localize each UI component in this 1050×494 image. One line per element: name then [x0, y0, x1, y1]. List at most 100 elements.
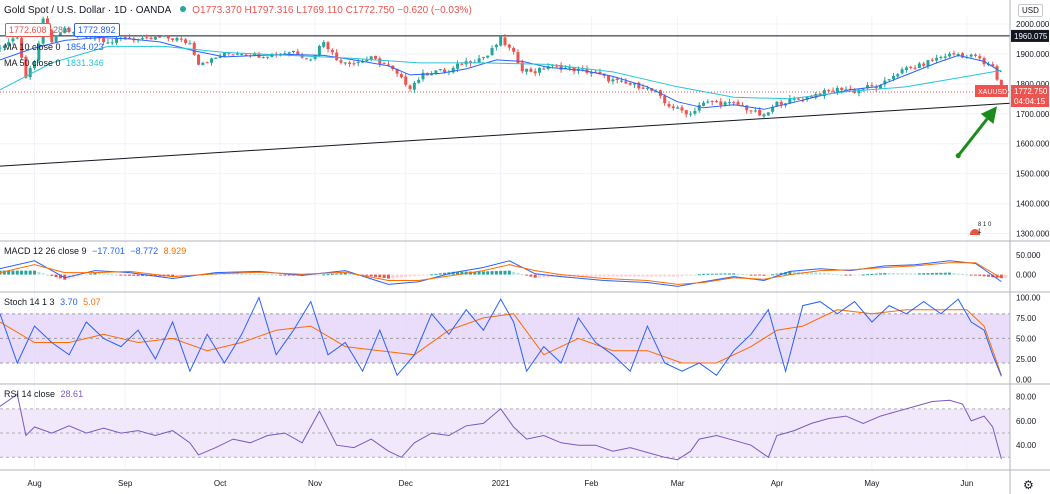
candle-body — [991, 64, 995, 67]
symbol-title: Gold Spot / U.S. Dollar · 1D · OANDA — [4, 5, 171, 16]
macd-line — [0, 260, 1002, 287]
macd-histogram-bar — [935, 272, 939, 275]
candle-body — [922, 63, 926, 66]
candle-body — [162, 35, 166, 37]
candle-body — [110, 42, 114, 44]
macd-histogram-bar — [615, 274, 619, 277]
candle-body — [507, 44, 511, 48]
legend-ma50[interactable]: MA 50 close 0 1831.346 — [4, 58, 104, 69]
stoch-tick-label: 50.00 — [1016, 334, 1037, 343]
candle-body — [11, 38, 15, 42]
candle-body — [693, 110, 697, 114]
candle-body — [266, 56, 270, 58]
macd-histogram-bar — [481, 271, 485, 275]
macd-histogram-bar — [222, 273, 226, 275]
candle-body — [348, 62, 352, 65]
sell-price-button[interactable]: 1772.608 — [5, 23, 51, 37]
price-tick-label: 1400.000 — [1016, 200, 1050, 209]
macd-histogram-bar — [667, 274, 671, 277]
candle-body — [589, 72, 593, 74]
trendline[interactable] — [0, 102, 1010, 167]
candle-body — [512, 48, 516, 52]
stoch-tick-label: 25.00 — [1016, 355, 1037, 364]
legend-rsi[interactable]: RSI 14 close 28.61 — [4, 389, 83, 400]
candle-body — [594, 71, 598, 73]
candle-body — [322, 41, 326, 47]
candle-body — [102, 38, 106, 43]
gear-icon[interactable]: ⚙ — [1023, 478, 1034, 492]
candle-body — [818, 93, 822, 96]
candle-body — [222, 52, 226, 57]
candle-body — [171, 38, 175, 40]
legend-macd[interactable]: MACD 12 26 close 9 −17.701 −8.772 8.929 — [4, 246, 186, 257]
candle-body — [520, 62, 524, 72]
macd-label: MACD 12 26 close 9 — [4, 246, 87, 256]
legend-stoch[interactable]: Stoch 14 1 3 3.70 5.07 — [4, 297, 101, 308]
candle-body — [37, 43, 41, 61]
time-tick-label: May — [864, 479, 879, 488]
macd-histogram-bar — [443, 272, 447, 275]
candle-body — [434, 70, 438, 74]
macd-histogram-bar — [119, 274, 123, 276]
candle-body — [792, 98, 796, 100]
legend-ma10[interactable]: MA 10 close 0 1854.023 — [4, 42, 104, 53]
macd-histogram-bar — [253, 273, 257, 275]
candle-body — [702, 102, 706, 106]
macd-histogram-bar — [80, 274, 84, 276]
buy-price-button[interactable]: 1772.892 — [74, 23, 120, 37]
macd-histogram-bar — [317, 274, 321, 276]
candle-body — [296, 51, 300, 55]
candle-body — [710, 100, 714, 102]
candle-body — [844, 89, 848, 91]
candle-body — [680, 107, 684, 111]
candle-body — [533, 71, 537, 74]
macd-histogram-bar — [58, 274, 62, 279]
price-tick-label: 1800.000 — [1016, 80, 1050, 89]
candle-body — [676, 107, 680, 109]
candle-body — [835, 87, 839, 92]
last-price-tag-label: 1772.750 — [1014, 87, 1048, 96]
candle-body — [645, 87, 649, 89]
candle-body — [468, 61, 472, 64]
candle-body — [973, 54, 977, 56]
macd-histogram-bar — [335, 273, 339, 275]
candle-body — [913, 67, 917, 69]
macd-histogram-bar — [589, 274, 593, 277]
macd-histogram-bar — [939, 272, 943, 275]
currency-badge[interactable]: USD — [1018, 4, 1043, 17]
macd-histogram-bar — [961, 273, 965, 275]
time-tick-label: Aug — [27, 479, 41, 488]
annotation-arrow-tail — [955, 153, 961, 159]
countdown-label: 04:04:15 — [1014, 97, 1046, 106]
candle-body — [697, 105, 701, 111]
ma50-label: MA 50 close 0 — [4, 58, 61, 68]
macd-histogram-bar — [179, 274, 183, 276]
candle-body — [611, 79, 615, 82]
macd-histogram-bar — [999, 274, 1003, 279]
macd-histogram-bar — [736, 273, 740, 275]
macd-histogram-bar — [374, 274, 378, 277]
last-price-tag — [1011, 85, 1049, 108]
candle-body — [408, 85, 412, 89]
annotation-arrow-shaft[interactable] — [957, 117, 989, 157]
symbol-tag[interactable] — [975, 85, 1008, 98]
ohlc-values: O1773.370 H1797.316 L1769.110 C1772.750 … — [192, 5, 472, 16]
live-dot — [179, 6, 186, 12]
macd-histogram-bar — [788, 271, 792, 275]
macd-histogram-bar — [576, 274, 580, 277]
candle-body — [749, 110, 753, 112]
macd-histogram-bar — [50, 274, 54, 276]
candle-body — [158, 36, 162, 38]
macd-histogram-bar — [866, 274, 870, 276]
macd-histogram-bar — [123, 274, 127, 276]
candle-body — [525, 68, 529, 72]
event-icon[interactable]: 8 1 0 1 — [968, 222, 994, 236]
stoch-tick-label: 0.00 — [1016, 375, 1032, 384]
macd-histogram-bar — [948, 272, 952, 275]
candle-body — [827, 90, 831, 92]
candle-body — [20, 38, 24, 58]
macd-histogram-bar — [322, 274, 326, 276]
macd-histogram-bar — [559, 274, 563, 277]
candle-body — [7, 42, 11, 46]
